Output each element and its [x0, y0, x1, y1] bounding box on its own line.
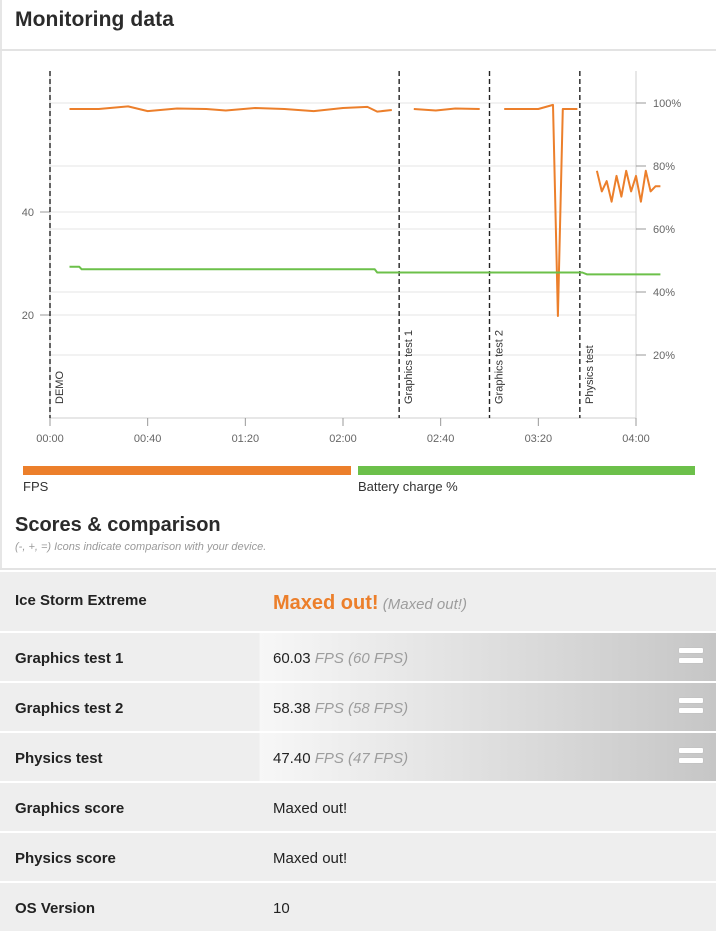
page-title: Monitoring data — [15, 8, 174, 31]
tick-label: 00:00 — [36, 433, 64, 445]
fps-value: 58.38 — [273, 700, 311, 717]
monitoring-chart: 40 20 100% 80% 60% 40% 20% 00:00 00:40 01:20 02:00… — [22, 71, 681, 445]
equals-icon — [679, 648, 703, 668]
tick-label: 40 — [22, 207, 34, 219]
test-marker-label: Physics test — [584, 345, 596, 404]
monitoring-header: Monitoring data — [0, 0, 716, 51]
fps-series-line — [595, 169, 661, 203]
row-label: Ice Storm Extreme — [15, 592, 147, 609]
row-value: Maxed out! (Maxed out!) — [273, 592, 467, 615]
frame-border — [0, 0, 2, 928]
legend-battery: Battery charge % — [358, 466, 695, 498]
row-label: OS Version — [15, 900, 96, 917]
scores-title: Scores & comparison — [15, 514, 221, 536]
equals-icon — [679, 748, 703, 768]
legend-battery-label: Battery charge % — [358, 479, 458, 494]
row-label: Graphics test 2 — [15, 700, 124, 717]
table-row: OS Version 10 — [0, 881, 716, 931]
legend-battery-swatch — [358, 466, 695, 475]
maxed-out-reference: (Maxed out!) — [382, 596, 467, 613]
fps-value: 60.03 — [273, 650, 311, 667]
fps-value: 47.40 — [273, 750, 311, 767]
row-value: 60.03 FPS (60 FPS) — [273, 650, 408, 667]
tick-label: 80% — [653, 161, 675, 173]
battery-series-line — [69, 265, 661, 276]
divider — [0, 568, 716, 570]
test-marker-label: Graphics test 2 — [494, 330, 506, 404]
table-row: Physics test 47.40 FPS (47 FPS) — [0, 731, 716, 781]
legend-fps-swatch — [23, 466, 351, 475]
row-label: Graphics test 1 — [15, 650, 124, 667]
table-row: Graphics score Maxed out! — [0, 781, 716, 831]
tick-label: 03:20 — [525, 433, 553, 445]
tick-label: 02:40 — [427, 433, 455, 445]
tick-label: 20% — [653, 350, 675, 362]
table-row: Physics score Maxed out! — [0, 831, 716, 881]
scores-note: (-, +, =) Icons indicate comparison with… — [15, 541, 267, 553]
row-value: 58.38 FPS (58 FPS) — [273, 700, 408, 717]
tick-label: 20 — [22, 310, 34, 322]
tick-label: 01:20 — [232, 433, 260, 445]
tick-label: 00:40 — [134, 433, 162, 445]
row-value: 10 — [273, 900, 290, 917]
row-value: Maxed out! — [273, 850, 348, 867]
table-row: Graphics test 2 58.38 FPS (58 FPS) — [0, 681, 716, 731]
test-marker-label: Graphics test 1 — [403, 330, 415, 404]
row-label: Physics score — [15, 850, 116, 867]
fps-series-line — [504, 103, 578, 317]
legend-fps-label: FPS — [23, 479, 49, 494]
scores-table: Ice Storm Extreme Maxed out! (Maxed out!… — [0, 570, 716, 931]
tick-label: 60% — [653, 224, 675, 236]
fps-series-line — [69, 105, 392, 113]
legend-fps: FPS — [23, 466, 351, 498]
row-value: 47.40 FPS (47 FPS) — [273, 750, 408, 767]
maxed-out-value: Maxed out! — [273, 592, 379, 614]
tick-label: 04:00 — [622, 433, 650, 445]
table-row: Graphics test 1 60.03 FPS (60 FPS) — [0, 631, 716, 681]
fps-series-line — [413, 107, 480, 112]
equals-icon — [679, 698, 703, 718]
test-marker-label: DEMO — [54, 371, 66, 404]
row-label: Physics test — [15, 750, 103, 767]
table-row: Ice Storm Extreme Maxed out! (Maxed out!… — [0, 570, 716, 631]
row-label: Graphics score — [15, 800, 125, 817]
tick-label: 40% — [653, 287, 675, 299]
fps-reference: FPS (47 FPS) — [314, 750, 409, 767]
fps-reference: FPS (58 FPS) — [314, 700, 409, 717]
tick-label: 02:00 — [329, 433, 357, 445]
tick-label: 100% — [653, 98, 681, 110]
fps-reference: FPS (60 FPS) — [314, 650, 409, 667]
row-value: Maxed out! — [273, 800, 348, 817]
